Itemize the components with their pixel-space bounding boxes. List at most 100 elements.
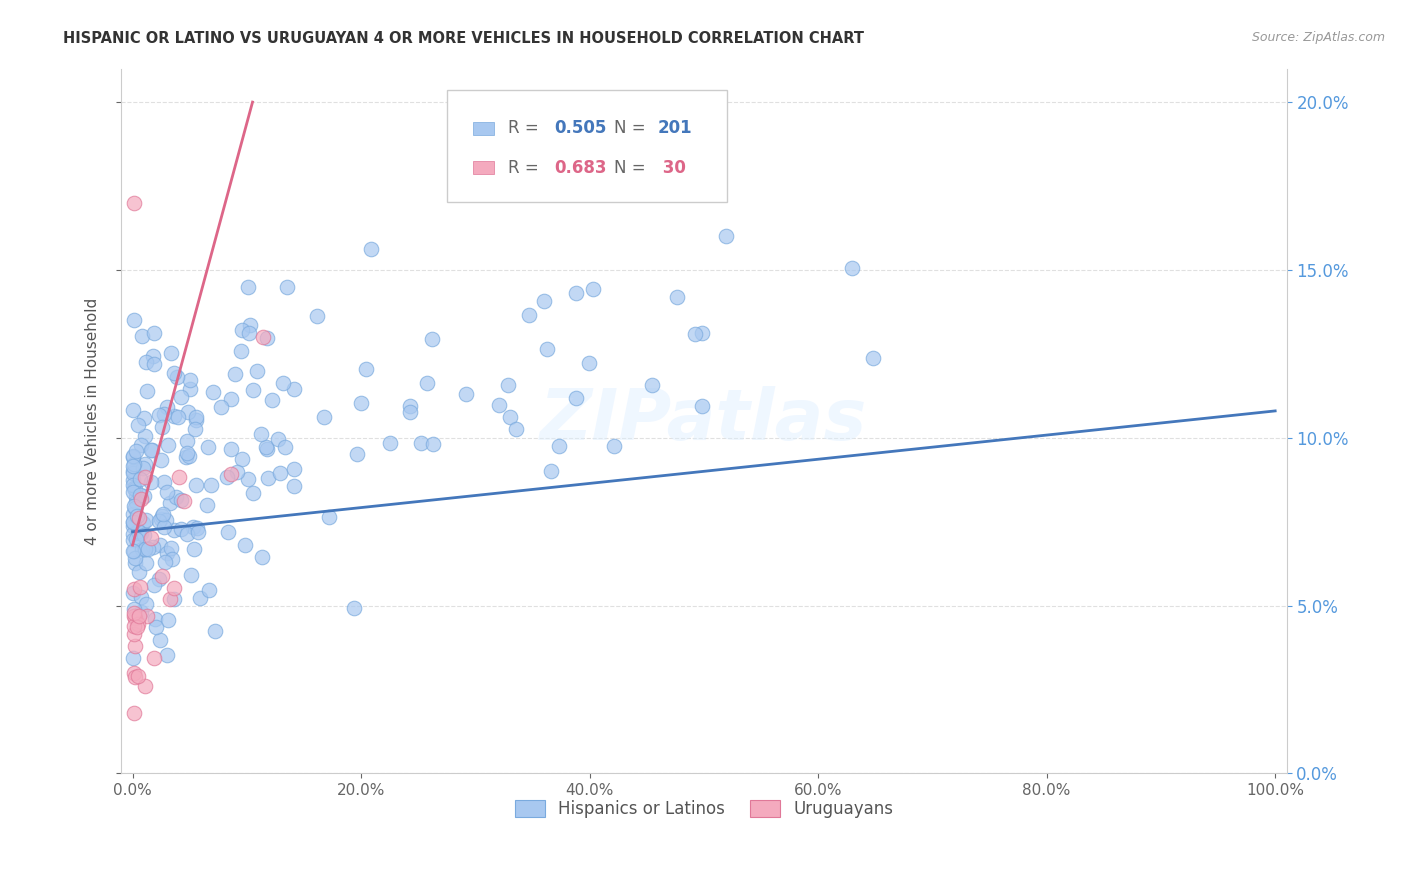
Point — [186, 521, 208, 535]
Point — [128, 525, 150, 540]
Point — [420, 332, 443, 346]
Point — [122, 602, 145, 616]
Point — [578, 356, 600, 370]
Point — [156, 485, 179, 500]
Point — [224, 367, 246, 381]
Point — [166, 410, 188, 425]
Point — [131, 541, 153, 556]
Point — [145, 619, 167, 633]
Point — [841, 260, 863, 275]
Text: 0.505: 0.505 — [555, 120, 607, 137]
Point — [127, 508, 149, 523]
Point — [176, 434, 198, 449]
Point — [238, 326, 260, 341]
Point — [135, 556, 157, 570]
Point — [582, 282, 605, 296]
Point — [149, 633, 172, 648]
Point — [166, 370, 188, 384]
Point — [184, 412, 207, 426]
Point — [202, 385, 225, 400]
Text: 201: 201 — [657, 120, 692, 137]
Point — [160, 346, 183, 360]
Point — [124, 500, 146, 515]
Point — [121, 464, 143, 478]
FancyBboxPatch shape — [447, 90, 727, 202]
Point — [139, 531, 162, 545]
Point — [129, 472, 152, 486]
Point — [181, 520, 204, 534]
Point — [283, 462, 305, 476]
Text: Source: ZipAtlas.com: Source: ZipAtlas.com — [1251, 31, 1385, 45]
Point — [135, 355, 157, 369]
Point — [271, 376, 294, 390]
Point — [122, 544, 145, 558]
Point — [262, 393, 284, 408]
Point — [163, 409, 186, 424]
Point — [142, 541, 165, 555]
Point — [139, 443, 162, 458]
Point — [121, 450, 143, 464]
Point — [122, 706, 145, 721]
Point — [143, 612, 166, 626]
Point — [350, 395, 373, 409]
Point — [716, 229, 738, 244]
Point — [135, 513, 157, 527]
Point — [125, 444, 148, 458]
Point — [399, 399, 422, 413]
Point — [180, 567, 202, 582]
Point — [252, 330, 274, 344]
Point — [156, 613, 179, 627]
Point — [132, 461, 155, 475]
Point — [134, 457, 156, 471]
Point — [156, 648, 179, 663]
Point — [184, 422, 207, 436]
Legend: Hispanics or Latinos, Uruguayans: Hispanics or Latinos, Uruguayans — [508, 794, 900, 825]
Point — [122, 607, 145, 621]
Point — [134, 429, 156, 443]
Point — [125, 491, 148, 505]
Point — [163, 592, 186, 607]
Text: N =: N = — [614, 159, 651, 177]
Point — [548, 439, 571, 453]
Point — [153, 555, 176, 569]
Point — [121, 474, 143, 488]
Point — [267, 432, 290, 446]
Point — [122, 586, 145, 600]
Point — [239, 318, 262, 332]
Point — [170, 523, 193, 537]
Text: ZIPatlas: ZIPatlas — [540, 386, 868, 456]
Point — [540, 464, 562, 478]
Point — [148, 408, 170, 422]
Point — [134, 679, 156, 693]
Point — [128, 565, 150, 579]
Point — [256, 331, 278, 345]
Point — [122, 665, 145, 680]
Point — [121, 526, 143, 541]
Point — [122, 626, 145, 640]
Point — [498, 410, 520, 425]
Point — [665, 290, 688, 304]
Point — [124, 556, 146, 570]
Point — [122, 484, 145, 499]
Point — [121, 507, 143, 521]
Point — [229, 344, 252, 359]
Point — [565, 392, 588, 406]
Point — [231, 451, 253, 466]
Point — [188, 591, 211, 606]
Point — [124, 499, 146, 513]
Point — [250, 550, 273, 565]
Y-axis label: 4 or more Vehicles in Household: 4 or more Vehicles in Household — [86, 297, 100, 545]
Point — [122, 518, 145, 533]
Point — [141, 442, 163, 457]
Point — [132, 528, 155, 542]
Point — [454, 386, 477, 401]
Point — [603, 439, 626, 453]
Point — [121, 466, 143, 480]
Point — [122, 459, 145, 474]
Point — [354, 362, 377, 376]
Point — [129, 590, 152, 604]
Point — [238, 279, 260, 293]
Point — [129, 438, 152, 452]
Point — [536, 343, 558, 357]
FancyBboxPatch shape — [472, 161, 494, 174]
